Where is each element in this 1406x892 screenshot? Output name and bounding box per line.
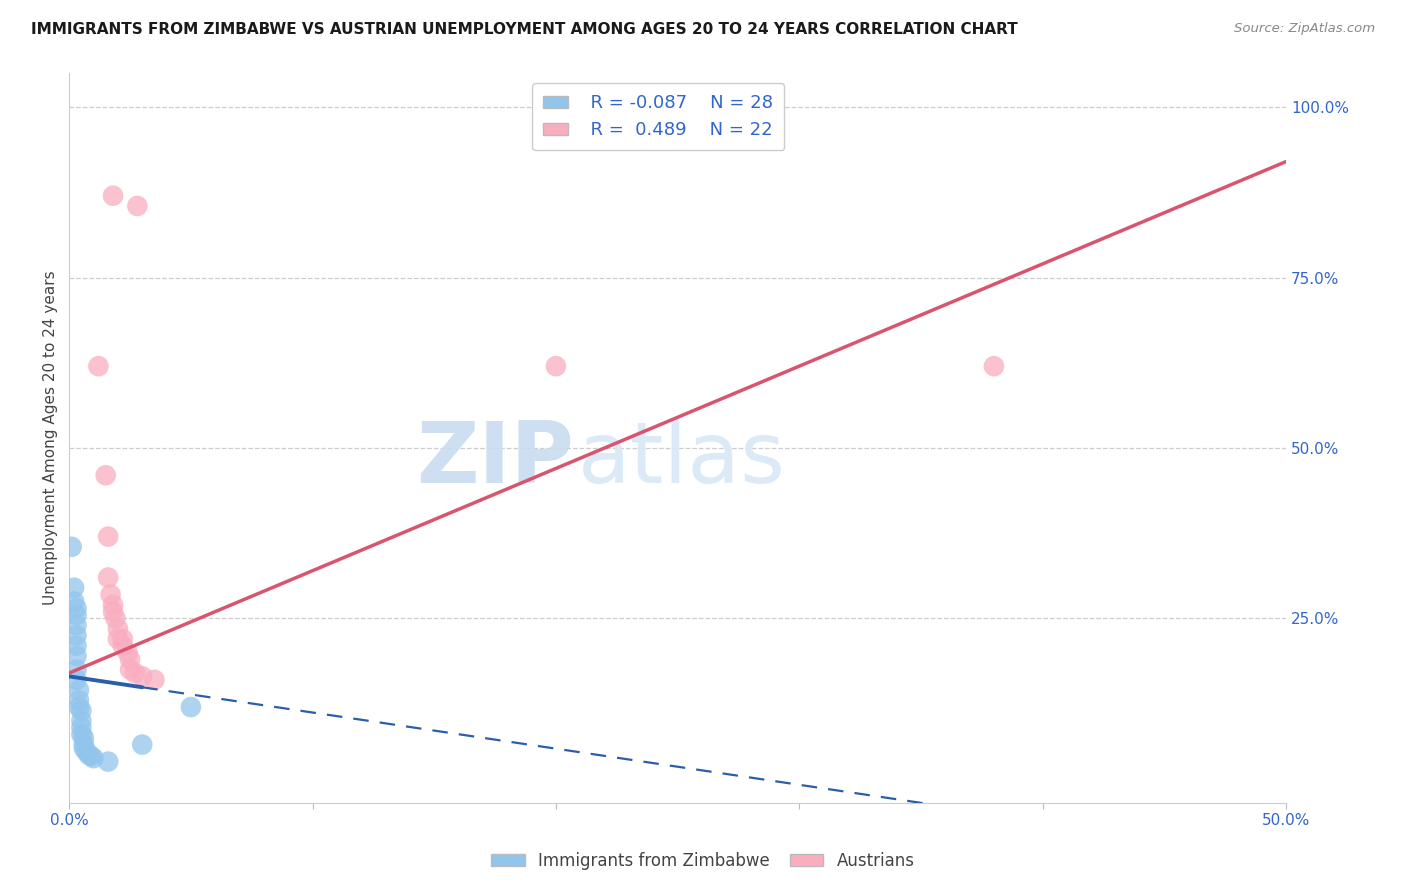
Point	[70, 714, 93, 728]
Point	[180, 700, 202, 714]
Point	[104, 611, 127, 625]
Point	[60, 540, 83, 554]
Point	[97, 530, 120, 544]
Point	[67, 693, 90, 707]
Point	[65, 648, 87, 663]
Point	[101, 605, 124, 619]
Text: Source: ZipAtlas.com: Source: ZipAtlas.com	[1234, 22, 1375, 36]
Point	[65, 601, 87, 615]
Point	[120, 652, 142, 666]
Point	[131, 738, 153, 752]
Point	[65, 663, 87, 677]
Point	[65, 607, 87, 622]
Text: atlas: atlas	[578, 418, 786, 501]
Point	[127, 199, 149, 213]
Point	[94, 468, 117, 483]
Point	[75, 744, 97, 758]
Point	[101, 598, 124, 612]
Point	[83, 751, 105, 765]
Point	[143, 673, 166, 687]
Point	[87, 359, 110, 373]
Point	[107, 632, 129, 646]
Point	[70, 727, 93, 741]
Point	[97, 570, 120, 584]
Point	[73, 738, 96, 752]
Text: IMMIGRANTS FROM ZIMBABWE VS AUSTRIAN UNEMPLOYMENT AMONG AGES 20 TO 24 YEARS CORR: IMMIGRANTS FROM ZIMBABWE VS AUSTRIAN UNE…	[31, 22, 1018, 37]
Point	[65, 618, 87, 632]
Point	[97, 755, 120, 769]
Point	[67, 700, 90, 714]
Legend:   R = -0.087    N = 28,   R =  0.489    N = 22: R = -0.087 N = 28, R = 0.489 N = 22	[533, 84, 785, 150]
Point	[111, 639, 134, 653]
Point	[73, 731, 96, 745]
Point	[117, 646, 139, 660]
Point	[65, 628, 87, 642]
Point	[70, 704, 93, 718]
Point	[124, 665, 146, 680]
Point	[77, 747, 100, 762]
Point	[107, 622, 129, 636]
Y-axis label: Unemployment Among Ages 20 to 24 years: Unemployment Among Ages 20 to 24 years	[44, 270, 58, 605]
Point	[101, 188, 124, 202]
Point	[80, 749, 103, 764]
Point	[120, 663, 142, 677]
Point	[65, 673, 87, 687]
Point	[544, 359, 567, 373]
Point	[67, 683, 90, 698]
Point	[131, 669, 153, 683]
Point	[983, 359, 1005, 373]
Text: ZIP: ZIP	[416, 418, 574, 501]
Point	[63, 594, 86, 608]
Point	[73, 741, 96, 756]
Point	[70, 721, 93, 735]
Point	[63, 581, 86, 595]
Point	[65, 639, 87, 653]
Legend: Immigrants from Zimbabwe, Austrians: Immigrants from Zimbabwe, Austrians	[485, 846, 921, 877]
Point	[111, 632, 134, 646]
Point	[100, 588, 122, 602]
